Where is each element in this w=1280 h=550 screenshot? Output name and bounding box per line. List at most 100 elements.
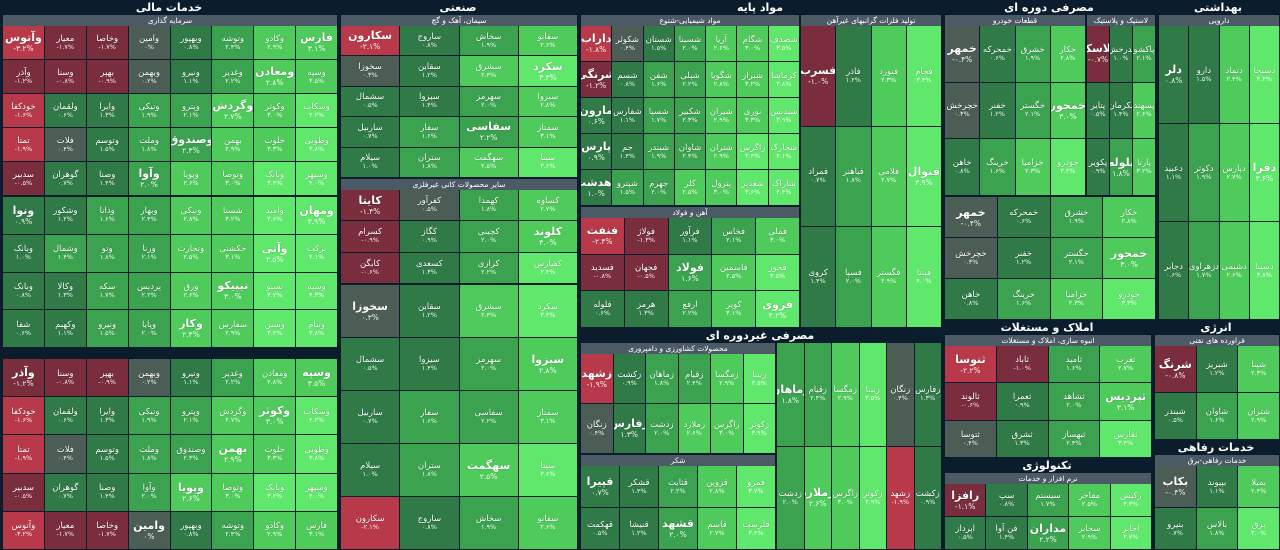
stock-tile[interactable]: آریا ۲.۶% (706, 26, 737, 61)
stock-tile[interactable]: وصندوق ۲.۳% (170, 128, 212, 161)
group-construction[interactable]: انبوه سازی، املاک و مستغلات ثنوسا -۲.۲% ثا… (945, 335, 1151, 457)
stock-tile[interactable]: وسپه ۴.۳% (296, 272, 337, 310)
stock-tile[interactable]: ساربیل ۰.۷% (341, 117, 400, 147)
stock-tile[interactable]: وسکاب ۴.۲% (296, 397, 337, 435)
stock-tile[interactable]: ونیرو ۱.۵% (86, 310, 128, 347)
stock-tile[interactable]: زنگان ۰.۴% (887, 343, 914, 446)
stock-tile[interactable]: تمتا -۱.۹% (3, 435, 44, 473)
stock-tile[interactable]: وپایا ۲.۰% (128, 310, 170, 347)
stock-tile[interactable]: خشرق ۱.۹% (1050, 197, 1103, 237)
stock-tile[interactable]: خشرق ۱.۹% (1015, 26, 1050, 82)
stock-tile[interactable]: شاوان ۲.۴% (674, 134, 706, 169)
stock-tile[interactable]: شکبیر ۲.۳% (674, 98, 706, 133)
stock-tile[interactable]: پاکشو ۲.۱% (1133, 26, 1155, 82)
stock-tile[interactable]: حکشتی ۳.۱% (212, 234, 254, 272)
group-precious-metals[interactable]: تولید فلزات گرانبهای غیرآهن فسرب -۱.۰% فاذ… (801, 15, 941, 327)
stock-tile[interactable]: سفانو ۲.۶% (518, 497, 577, 549)
stock-tile[interactable]: سهرمز ۲.۰% (459, 86, 518, 117)
stock-tile[interactable]: بالاس ۱.۸% (1196, 508, 1238, 549)
stock-tile[interactable]: فنورد ۲.۳% (871, 26, 906, 126)
stock-tile[interactable]: وایرا ۱.۳% (86, 94, 128, 127)
stock-tile[interactable]: وتوشه ۲.۴% (212, 26, 254, 59)
stock-tile[interactable]: زشهد -۱.۹% (887, 446, 914, 549)
stock-tile[interactable]: وصنا ۱.۴% (86, 162, 128, 195)
stock-tile[interactable]: ثشاهد ۲.۰% (1048, 383, 1100, 420)
group-cyclical-misc[interactable]: خمهر -۰.۴% خمحرکه ۰.۶% خشرق ۱.۹% خکار ۲.۸% خچرخش… (945, 197, 1155, 319)
stock-tile[interactable]: سهگمت ۲.۵% (459, 444, 518, 496)
stock-tile[interactable]: پارس ۰.۹% (581, 134, 612, 169)
stock-tile[interactable]: ثنوسا -۲.۲% (945, 346, 996, 383)
stock-tile[interactable]: وسنا -۰.۸% (44, 359, 86, 397)
stock-tile[interactable]: وآذر -۱.۲% (3, 60, 44, 93)
stock-tile[interactable]: دجابر ۰.۶% (1159, 222, 1189, 319)
stock-tile[interactable]: فلوله ۰.۶% (581, 291, 624, 327)
stock-tile[interactable]: وطوبی ۳.۸% (296, 435, 337, 473)
group-rubber-plastic[interactable]: لاستیک و پلاستیک پلاسک-۰.۷%پدرخش۱.۰%پاکش… (1087, 15, 1155, 195)
stock-tile[interactable]: شفا ۰.۶% (3, 310, 44, 347)
stock-tile[interactable]: خفنر ۱.۲% (980, 82, 1015, 139)
stock-tile[interactable]: ثپردیس ۳.۱% (1100, 383, 1151, 420)
stock-tile[interactable]: بهپر -۰.۹% (86, 60, 128, 93)
stock-tile[interactable]: وکوثر ۳.۰% (254, 94, 296, 127)
stock-tile[interactable]: وشمال ۱.۴% (44, 234, 86, 272)
stock-tile[interactable]: وشکور ۱.۲% (44, 197, 86, 234)
stock-tile[interactable]: وگردش ۲.۷% (212, 94, 254, 127)
stock-tile[interactable]: خفنر ۱.۲% (997, 238, 1050, 278)
stock-tile[interactable]: فگستر ۲.۹% (871, 227, 906, 327)
stock-tile[interactable]: خگستر ۲.۱% (1015, 82, 1050, 139)
stock-tile[interactable]: جهرم ۲.۰% (643, 170, 674, 205)
stock-tile[interactable]: خرینگ ۱.۶% (980, 139, 1015, 195)
stock-tile[interactable]: زبینا ۳.۵% (859, 343, 886, 446)
stock-tile[interactable]: وپویا ۲.۶% (170, 162, 212, 195)
stock-tile[interactable]: شفارس ۱.۱% (612, 98, 643, 133)
group-pharma[interactable]: دارویی دلر ۰.۸% دارو ۱.۵% دتماد ۲.۴% دسبحا ۳.۲%… (1159, 15, 1279, 319)
stock-tile[interactable]: قزوین ۲.۸% (698, 466, 736, 507)
stock-tile[interactable]: سشرق ۲.۴% (459, 285, 518, 337)
stock-tile[interactable]: وایرا ۱.۳% (86, 397, 128, 435)
stock-tile[interactable]: شیراز ۳.۲% (737, 62, 768, 97)
stock-tile[interactable]: تسنو ۳.۷% (254, 272, 296, 310)
stock-tile[interactable]: قنیشا ۱.۲% (620, 508, 658, 549)
stock-tile[interactable]: بهمن ۲.۹% (212, 435, 254, 473)
stock-tile[interactable]: پسهند ۲.۶% (1133, 82, 1155, 139)
stock-tile[interactable]: وسپه ۳.۵% (296, 359, 337, 397)
stock-tile[interactable]: فجهان -۰.۵% (624, 254, 668, 291)
stock-tile[interactable]: شسپا ۱.۷% (643, 98, 674, 133)
stock-tile[interactable]: وآذر -۱.۲% (3, 359, 44, 397)
stock-tile[interactable]: قلرست ۳.۴% (737, 508, 775, 549)
stock-tile[interactable]: وبهار ۲.۴% (128, 197, 170, 234)
stock-tile[interactable]: فارس ۳.۱% (296, 511, 337, 549)
stock-tile[interactable]: زکوثر ۳.۹% (859, 446, 886, 549)
stock-tile[interactable]: رافزا -۱.۱% (945, 484, 986, 516)
stock-tile[interactable]: وغدیر ۲.۲% (212, 60, 254, 93)
stock-tile[interactable]: هرمز ۱.۳% (624, 291, 668, 327)
stock-tile[interactable]: قاسم ۲.۷% (698, 508, 736, 549)
stock-tile[interactable]: سیتا ۳.۶% (518, 147, 577, 177)
stock-tile[interactable]: سدبیر -۰.۵% (3, 162, 44, 195)
stock-tile[interactable]: سخوزا ۰.۳% (341, 285, 400, 337)
stock-tile[interactable]: وسپه ۳.۵% (296, 60, 337, 93)
stock-tile[interactable]: تیپیکو ۳.۰% (212, 272, 254, 310)
stock-tile[interactable]: فنوال ۳.۹% (906, 126, 941, 227)
stock-tile[interactable]: سپ ۰.۸% (986, 484, 1027, 516)
stock-tile[interactable]: خودرو ۳.۳% (1050, 139, 1085, 195)
stock-tile[interactable]: خودرو ۳.۳% (1103, 279, 1155, 319)
stock-tile[interactable]: خچرخش ۰.۳% (945, 238, 997, 278)
stock-tile[interactable]: ثامید ۱.۶% (1048, 346, 1100, 383)
stock-tile[interactable]: معیار -۱.۷% (44, 26, 86, 59)
stock-tile[interactable]: شپدیس ۳.۹% (768, 98, 799, 133)
stock-tile[interactable]: اخابر ۳.۷% (1110, 517, 1151, 549)
stock-tile[interactable]: ستران ۱.۸% (400, 444, 459, 496)
stock-tile[interactable]: وآوا ۲.۰% (128, 162, 170, 195)
stock-tile[interactable]: سمتاز ۳.۱% (518, 117, 577, 147)
stock-tile[interactable]: فاذر ۱.۲% (836, 26, 871, 126)
stock-tile[interactable]: زمگسا ۲.۹% (711, 354, 743, 403)
stock-tile[interactable]: وملت ۱.۸% (128, 128, 170, 161)
stock-tile[interactable]: دسبحا ۳.۲% (1249, 26, 1279, 123)
stock-tile[interactable]: وصندوق ۲.۳% (170, 435, 212, 473)
stock-tile[interactable]: ثاباد -۱.۰% (996, 346, 1048, 383)
stock-tile[interactable]: کلر ۲.۵% (674, 170, 706, 205)
stock-tile[interactable]: سفار ۱.۶% (400, 117, 459, 147)
